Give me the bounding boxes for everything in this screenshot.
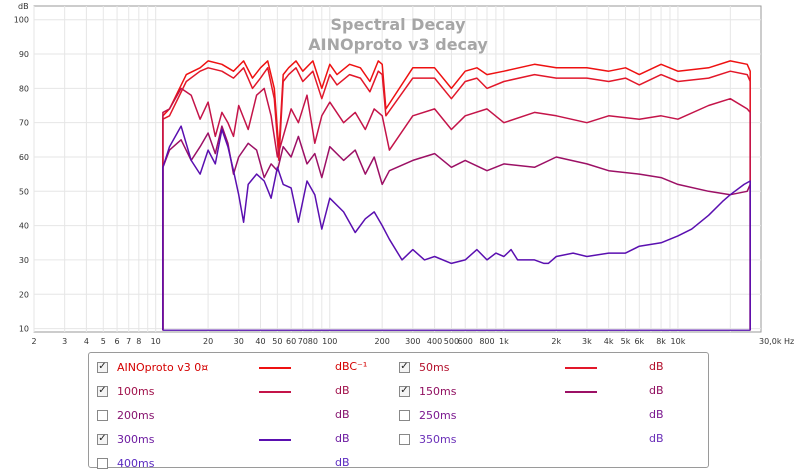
x-tick-label: 400 (427, 337, 442, 346)
x-tick-label: 30 (234, 337, 244, 346)
legend-line-swatch (259, 439, 291, 441)
legend-unit: dB (649, 408, 664, 421)
legend-item[interactable]: 350ms (399, 431, 456, 447)
plot-background (33, 5, 762, 333)
legend-item[interactable]: ✓ 150ms (399, 383, 456, 399)
legend-unit: dB (649, 360, 664, 373)
x-tick-label: 70 (298, 337, 308, 346)
x-tick-label: 100 (322, 337, 337, 346)
y-tick-label: 60 (19, 153, 29, 162)
legend-line-swatch (259, 367, 291, 369)
legend-checkbox[interactable]: ✓ (97, 385, 108, 397)
legend-label: 350ms (419, 432, 457, 446)
x-tick-label: 4 (84, 337, 89, 346)
x-tick-label: 10 (151, 337, 161, 346)
x-tick-label: 2 (31, 337, 36, 346)
series-line (162, 67, 751, 331)
legend-unit: dB (649, 384, 664, 397)
legend-panel: ✓ AINOproto v3 0¤ dBC⁻¹ ✓ 50ms dB ✓ 100ms dB ✓ 150… (88, 352, 709, 471)
legend-line-swatch (565, 391, 597, 393)
y-axis-label: dB (18, 2, 29, 11)
x-tick-label: 8k (656, 337, 666, 346)
legend-checkbox[interactable]: ✓ (97, 433, 108, 445)
legend-checkbox[interactable] (399, 409, 410, 421)
legend-line-swatch (565, 367, 597, 369)
x-tick-label: 7 (126, 337, 131, 346)
legend-item[interactable]: 400ms (97, 455, 154, 471)
x-tick-label: 300 (405, 337, 420, 346)
series-line (162, 60, 751, 331)
x-tick-label: 4k (604, 337, 614, 346)
y-tick-label: 30 (19, 256, 29, 265)
legend-unit: dBC⁻¹ (335, 360, 368, 373)
legend-checkbox[interactable] (97, 409, 108, 421)
legend-checkbox[interactable] (399, 433, 410, 445)
y-tick-label: 80 (19, 84, 29, 93)
legend-label: 50ms (419, 360, 450, 374)
legend-item[interactable]: ✓ 300ms (97, 431, 154, 447)
x-tick-label: 6k (634, 337, 644, 346)
legend-checkbox[interactable]: ✓ (97, 361, 108, 373)
x-tick-label: 40 (255, 337, 265, 346)
legend-item[interactable]: ✓ 50ms (399, 359, 449, 375)
grid (33, 6, 761, 332)
x-tick-label: 80 (308, 337, 318, 346)
chart-subtitle: AINOproto v3 decay (308, 35, 488, 54)
legend-checkbox[interactable] (97, 457, 108, 469)
y-tick-label: 40 (19, 222, 29, 231)
x-tick-label: 1k (499, 337, 509, 346)
x-tick-label: 3k (582, 337, 592, 346)
x-tick-label: 6 (115, 337, 120, 346)
legend-label: AINOproto v3 0¤ (117, 360, 209, 374)
y-tick-label: 90 (19, 50, 29, 59)
legend-checkbox[interactable]: ✓ (399, 385, 410, 397)
x-axis-ticks: 2 3 4 5 6 7 8 10 20 30 40 50 60 70 80 100 200 300 400 50060… (31, 337, 794, 346)
legend-label: 150ms (419, 384, 457, 398)
legend-item[interactable]: ✓ AINOproto v3 0¤ (97, 359, 208, 375)
legend-label: 300ms (117, 432, 155, 446)
legend-unit: dB (649, 432, 664, 445)
legend-unit: dB (335, 384, 350, 397)
y-tick-label: 100 (14, 16, 29, 25)
x-tick-label: 10k (671, 337, 686, 346)
legend-item[interactable]: ✓ 100ms (97, 383, 154, 399)
x-tick-label: 50 (272, 337, 282, 346)
legend-line-swatch (259, 391, 291, 393)
x-tick-label: 8 (136, 337, 141, 346)
series-line (162, 125, 751, 331)
legend-label: 400ms (117, 456, 155, 470)
x-tick-label: 5 (101, 337, 106, 346)
chart-title: Spectral Decay (330, 15, 466, 34)
x-tick-label: 30,0k Hz (759, 337, 794, 346)
x-tick-label: 200 (375, 337, 390, 346)
x-tick-label: 600 (458, 337, 473, 346)
x-tick-label: 3 (62, 337, 67, 346)
legend-item[interactable]: 250ms (399, 407, 456, 423)
series-group (162, 60, 751, 332)
x-tick-label: 800 (479, 337, 494, 346)
x-tick-label: 20 (203, 337, 213, 346)
legend-label: 200ms (117, 408, 155, 422)
legend-label: 250ms (419, 408, 457, 422)
legend-unit: dB (335, 408, 350, 421)
legend-unit: dB (335, 456, 350, 469)
legend-checkbox[interactable]: ✓ (399, 361, 410, 373)
y-tick-label: 50 (19, 187, 29, 196)
legend-label: 100ms (117, 384, 155, 398)
y-tick-label: 70 (19, 119, 29, 128)
x-tick-label: 5k (621, 337, 631, 346)
series-line (162, 125, 751, 331)
series-line (162, 87, 751, 331)
x-tick-label: 2k (551, 337, 561, 346)
y-tick-label: 20 (19, 290, 29, 299)
y-tick-label: 10 (19, 325, 29, 334)
legend-unit: dB (335, 432, 350, 445)
x-tick-label: 500 (444, 337, 459, 346)
legend-item[interactable]: 200ms (97, 407, 154, 423)
y-axis-ticks: 10 20 30 40 50 60 70 80 90 100 (14, 16, 29, 334)
x-tick-label: 60 (286, 337, 296, 346)
